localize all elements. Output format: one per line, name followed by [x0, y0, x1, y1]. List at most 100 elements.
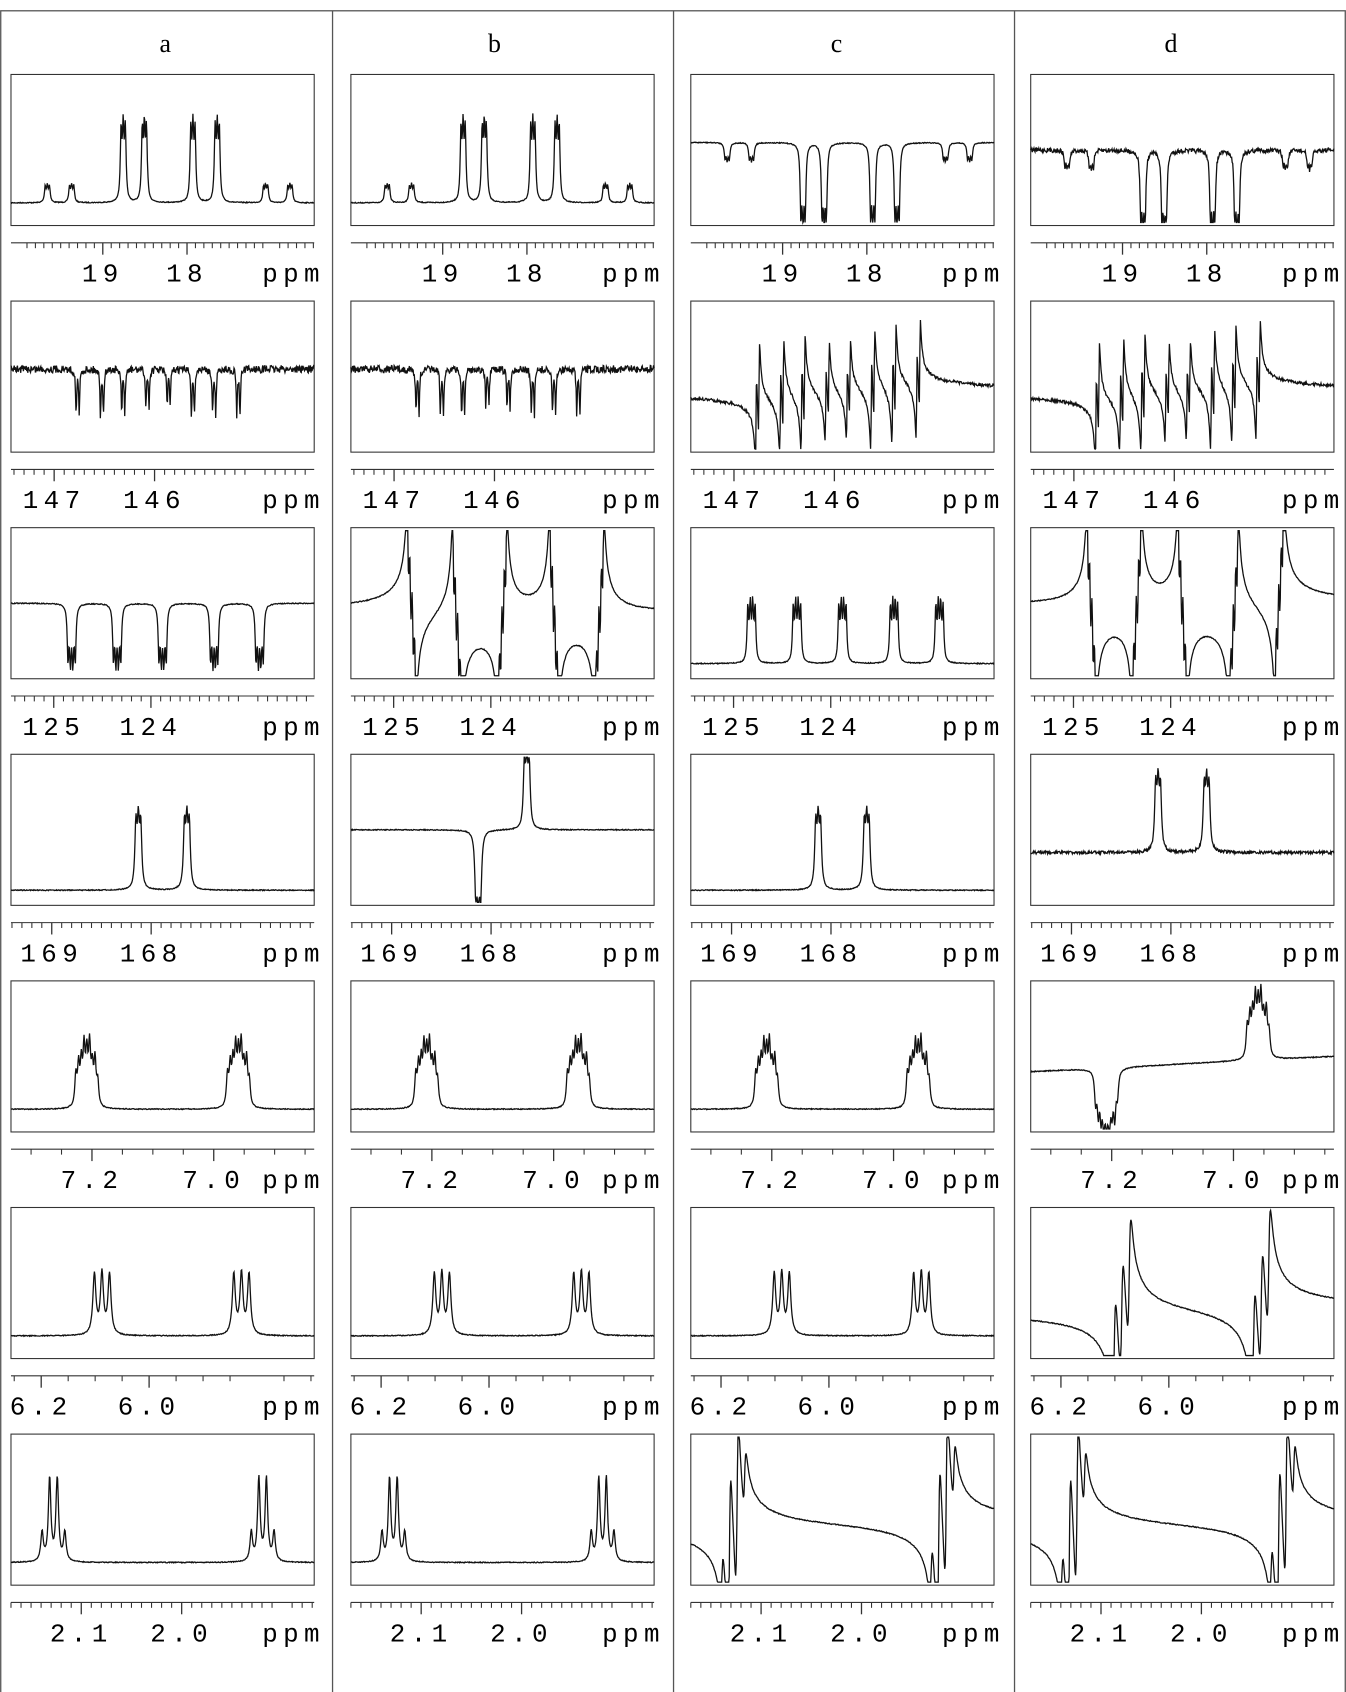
tick-label: 125	[1042, 713, 1105, 743]
tick-label: 2.1	[730, 1619, 793, 1649]
spectrum	[350, 363, 655, 419]
panel	[690, 300, 995, 453]
panel	[10, 980, 315, 1133]
spectrum	[690, 595, 995, 666]
panel	[690, 980, 995, 1133]
panel	[690, 527, 995, 680]
tick-label: 7.0	[522, 1166, 585, 1196]
tick-label: 18	[506, 260, 548, 290]
spectrum	[690, 320, 995, 450]
tick-label: 6.2	[690, 1393, 753, 1423]
tick-label: 125	[362, 713, 425, 743]
tick-label: 146	[803, 486, 866, 516]
unit-label: ppm	[1282, 260, 1345, 290]
panel	[350, 527, 655, 680]
panel	[1030, 300, 1335, 453]
tick-label: 124	[120, 713, 183, 743]
tick-label: 6.0	[118, 1393, 181, 1423]
tick-label: 19	[82, 260, 124, 290]
tick-label: 6.0	[1137, 1393, 1200, 1423]
panel	[1030, 753, 1335, 906]
tick-label: 18	[1186, 260, 1228, 290]
unit-label: ppm	[1282, 1166, 1345, 1196]
tick-label: 169	[700, 939, 763, 969]
unit-label: ppm	[602, 1166, 665, 1196]
unit-label: ppm	[262, 1619, 325, 1649]
tick-label: 6.0	[458, 1393, 521, 1423]
unit-label: ppm	[942, 1393, 1005, 1423]
tick-label: 147	[363, 486, 426, 516]
tick-label: 169	[360, 939, 423, 969]
tick-label: 6.2	[1030, 1393, 1093, 1423]
spectrum	[690, 1268, 995, 1338]
tick-label: 2.1	[1070, 1619, 1133, 1649]
tick-label: 7.2	[1080, 1166, 1143, 1196]
panel	[350, 300, 655, 453]
panel	[1030, 1433, 1335, 1586]
unit-label: ppm	[262, 260, 325, 290]
spectrum	[350, 113, 655, 205]
spectrum	[690, 1032, 995, 1111]
tick-label: 125	[22, 713, 85, 743]
panel	[350, 1433, 655, 1586]
tick-label: 147	[703, 486, 766, 516]
tick-label: 169	[1040, 939, 1103, 969]
tick-label: 19	[762, 260, 804, 290]
tick-label: 168	[1140, 939, 1203, 969]
spectrum	[690, 805, 995, 892]
panel	[1030, 980, 1335, 1133]
tick-label: 168	[460, 939, 523, 969]
spectrum	[1030, 530, 1335, 677]
spectrum	[10, 364, 315, 419]
unit-label: ppm	[602, 713, 665, 743]
tick-label: 169	[20, 939, 83, 969]
tick-label: 7.2	[61, 1166, 124, 1196]
tick-label: 18	[166, 260, 208, 290]
panel	[350, 73, 655, 227]
tick-label: 168	[800, 939, 863, 969]
unit-label: ppm	[1282, 939, 1345, 969]
unit-label: ppm	[942, 260, 1005, 290]
panel	[690, 1206, 995, 1360]
unit-label: ppm	[602, 939, 665, 969]
panel	[10, 1433, 315, 1586]
unit-label: ppm	[262, 713, 325, 743]
panel	[1030, 1206, 1335, 1360]
tick-label: 2.1	[390, 1619, 453, 1649]
tick-label: 2.1	[50, 1619, 113, 1649]
panel	[690, 73, 995, 227]
unit-label: ppm	[602, 260, 665, 290]
unit-label: ppm	[602, 1393, 665, 1423]
panel	[1030, 527, 1335, 680]
panel	[350, 1206, 655, 1360]
column-label: b	[488, 29, 501, 58]
tick-label: 147	[1042, 486, 1105, 516]
spectrum	[350, 530, 655, 677]
tick-label: 7.0	[1202, 1166, 1265, 1196]
unit-label: ppm	[602, 486, 665, 516]
spectrum	[1030, 145, 1335, 224]
panel	[1030, 73, 1335, 227]
tick-label: 6.2	[350, 1393, 413, 1423]
tick-label: 146	[463, 486, 526, 516]
spectrum	[10, 113, 315, 205]
unit-label: ppm	[262, 939, 325, 969]
panel	[10, 1206, 315, 1360]
tick-label: 147	[23, 486, 86, 516]
tick-label: 7.2	[400, 1166, 463, 1196]
tick-label: 7.0	[862, 1166, 925, 1196]
tick-label: 168	[120, 939, 183, 969]
unit-label: ppm	[1282, 486, 1345, 516]
tick-label: 6.2	[10, 1393, 73, 1423]
unit-label: ppm	[942, 486, 1005, 516]
column-label: d	[1165, 29, 1178, 58]
unit-label: ppm	[942, 1619, 1005, 1649]
column-label: c	[831, 29, 843, 58]
unit-label: ppm	[262, 1166, 325, 1196]
spectrum	[10, 1033, 315, 1111]
unit-label: ppm	[942, 939, 1005, 969]
spectrum	[690, 1436, 995, 1583]
spectrum	[350, 756, 655, 903]
spectrum	[1030, 1436, 1335, 1583]
